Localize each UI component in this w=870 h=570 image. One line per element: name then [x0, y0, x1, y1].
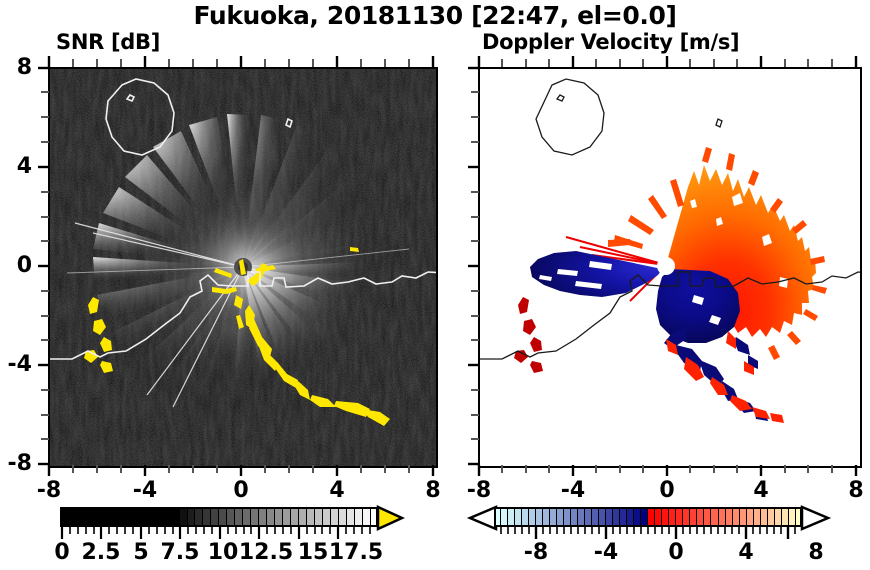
doppler-colorbar-ticks: [500, 526, 796, 539]
snr-cbar-label-2: 5: [133, 540, 149, 565]
doppler-cbar-label-0: -8: [523, 540, 549, 565]
doppler-xtick-1: -4: [560, 478, 586, 503]
snr-colorbar-over-arrow: [376, 505, 406, 531]
snr-xtick-4: 8: [425, 478, 441, 503]
snr-ytick-2: 0: [16, 253, 32, 278]
snr-saturated-echo: [212, 247, 390, 426]
snr-xtick-2: 0: [233, 478, 249, 503]
coastline-doppler: [480, 78, 860, 360]
snr-cbar-label-4: 10: [207, 540, 239, 565]
snr-cbar-label-3: 7.5: [160, 540, 200, 565]
snr-colorbar[interactable]: [60, 505, 406, 539]
snr-ytick-3: -4: [7, 352, 32, 377]
snr-cbar-label-1: 2.5: [81, 540, 121, 565]
snr-xtick-3: 4: [329, 478, 345, 503]
snr-plot-panel[interactable]: [48, 67, 438, 468]
doppler-colorbar[interactable]: [466, 505, 834, 539]
panel-title-snr: SNR [dB]: [56, 30, 161, 54]
doppler-colorbar-over-arrow: [800, 505, 832, 531]
snr-cbar-label-0: 0: [54, 540, 70, 565]
page-title: Fukuoka, 20181130 [22:47, el=0.0]: [193, 1, 677, 30]
snr-field: [50, 69, 436, 466]
snr-ytick-0: 8: [16, 55, 32, 80]
snr-cbar-label-5: 12.5: [238, 540, 294, 565]
snr-ytick-4: -8: [7, 451, 32, 476]
doppler-xtick-0: -8: [466, 478, 492, 503]
doppler-south-fragments: [666, 331, 784, 423]
snr-colorbar-ticks: [60, 526, 371, 539]
snr-cbar-label-6: 15: [297, 540, 329, 565]
snr-ytick-1: 4: [16, 154, 32, 179]
doppler-xtick-2: 0: [659, 478, 675, 503]
radar-site-marker: [657, 257, 675, 275]
doppler-island-echo: [514, 297, 543, 373]
doppler-plot-panel[interactable]: [478, 67, 862, 468]
doppler-colorbar-frame: [494, 507, 802, 527]
doppler-cbar-label-1: -4: [593, 540, 619, 565]
snr-colorbar-cells: [60, 507, 378, 527]
snr-colorbar-frame: [60, 507, 378, 527]
snr-xtick-1: -4: [132, 478, 158, 503]
doppler-xtick-4: 8: [848, 478, 864, 503]
doppler-cbar-label-3: 4: [738, 540, 754, 565]
doppler-field: [480, 69, 860, 466]
snr-island-echo: [84, 297, 113, 373]
snr-xtick-0: -8: [36, 478, 62, 503]
doppler-cbar-label-2: 0: [668, 540, 684, 565]
panel-title-doppler: Doppler Velocity [m/s]: [482, 30, 740, 54]
snr-cbar-label-7: 17.5: [328, 540, 384, 565]
doppler-colorbar-cells: [494, 507, 802, 527]
doppler-xtick-3: 4: [753, 478, 769, 503]
coastline-snr: [50, 78, 436, 360]
doppler-cbar-label-4: 8: [808, 540, 824, 565]
